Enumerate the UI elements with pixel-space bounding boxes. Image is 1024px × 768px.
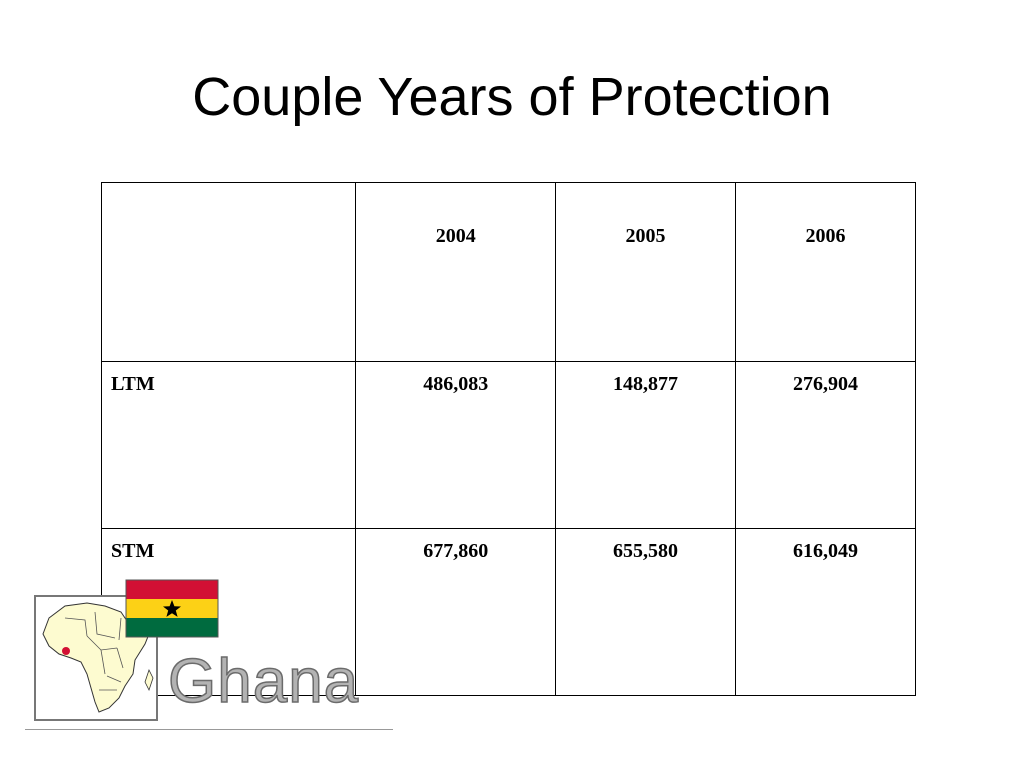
header-corner-cell — [100, 182, 357, 362]
header-cell-2006: 2006 — [735, 182, 916, 362]
table-cell: 276,904 — [735, 361, 916, 529]
logo-divider — [25, 729, 393, 730]
table-header-row: 2004 2005 2006 — [100, 182, 916, 362]
row-label: LTM — [100, 361, 357, 529]
ghana-logo: Ghana — [34, 579, 359, 721]
table-row: LTM 486,083 148,877 276,904 — [100, 361, 916, 529]
table-cell: 148,877 — [555, 361, 736, 529]
table-cell: 486,083 — [355, 361, 557, 529]
ghana-flag-icon — [125, 579, 219, 638]
table-cell: 677,860 — [355, 528, 557, 696]
table-row: STM 677,860 655,580 616,049 — [100, 528, 916, 696]
star-icon — [163, 600, 181, 617]
table-cell: 655,580 — [555, 528, 736, 696]
slide-title: Couple Years of Protection — [192, 67, 832, 127]
header-cell-2004: 2004 — [355, 182, 557, 362]
header-cell-2005: 2005 — [555, 182, 736, 362]
table-cell: 616,049 — [735, 528, 916, 696]
ghana-wordmark: Ghana — [168, 647, 359, 716]
data-table: 2004 2005 2006 LTM 486,083 148,877 276,9… — [100, 182, 916, 696]
